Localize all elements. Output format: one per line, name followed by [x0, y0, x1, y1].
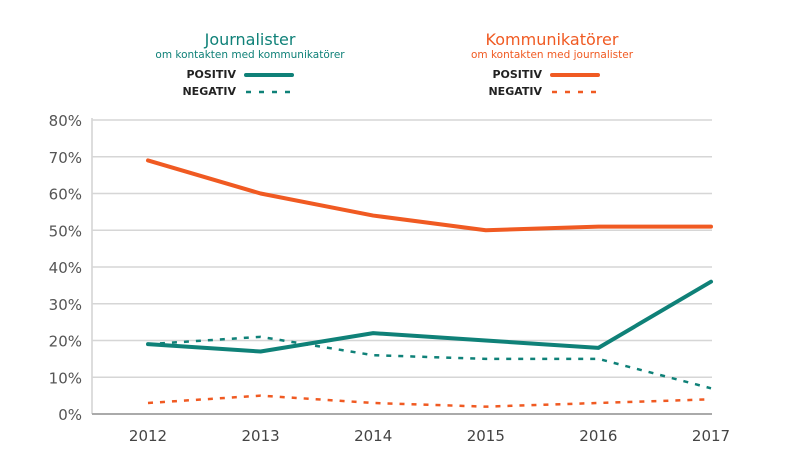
- y-tick-label: 20%: [49, 333, 82, 351]
- series-line-kommunikat-rer-negativ: [147, 394, 712, 408]
- legend-label-negative: NEGATIV: [488, 85, 542, 98]
- y-tick-label: 0%: [58, 406, 82, 424]
- legend-label-negative: NEGATIV: [182, 85, 236, 98]
- y-tick-label: 40%: [49, 259, 82, 277]
- y-tick-label: 60%: [49, 186, 82, 204]
- y-tick-label: 50%: [49, 222, 82, 240]
- series-line-kommunikat-rer-positiv: [146, 158, 713, 233]
- y-tick-label: 80%: [49, 112, 82, 130]
- x-tick-label: 2013: [242, 427, 280, 445]
- x-tick-label: 2012: [129, 427, 167, 445]
- series-line-journalister-negativ: [147, 335, 712, 390]
- legend-label-positive: POSITIV: [186, 68, 236, 81]
- x-tick-label: 2014: [354, 427, 392, 445]
- group-subtitle: om kontakten med kommunikatörer: [155, 49, 345, 61]
- group-title: Kommunikatörer: [485, 30, 619, 49]
- legend-group-journalister: Journalister om kontakten med kommunikat…: [110, 30, 390, 61]
- x-tick-label: 2016: [579, 427, 617, 445]
- series-line-journalister-positiv: [146, 279, 713, 354]
- y-tick-label: 70%: [49, 149, 82, 167]
- legend-group-kommunikatorer: Kommunikatörer om kontakten med journali…: [412, 30, 692, 61]
- x-tick-label: 2017: [692, 427, 730, 445]
- group-title: Journalister: [204, 30, 296, 49]
- legend-label-positive: POSITIV: [492, 68, 542, 81]
- y-tick-label: 10%: [49, 369, 82, 387]
- y-tick-label: 30%: [49, 296, 82, 314]
- x-tick-label: 2015: [467, 427, 505, 445]
- group-subtitle: om kontakten med journalister: [470, 49, 634, 61]
